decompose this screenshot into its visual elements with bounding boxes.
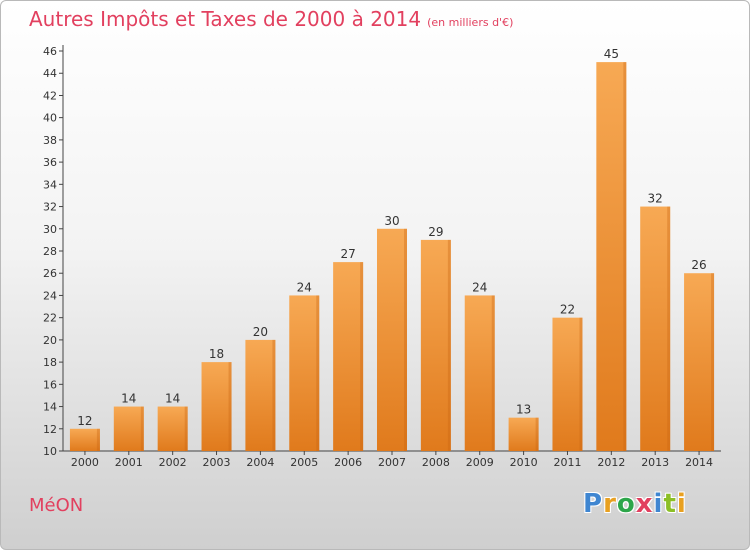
bar-shade [535, 417, 539, 451]
x-tick-label: 2007 [378, 456, 406, 469]
x-tick-label: 2009 [466, 456, 494, 469]
y-tick-label: 22 [43, 312, 57, 325]
chart-unit: (en milliers d'€) [427, 16, 514, 29]
y-tick-label: 18 [43, 356, 57, 369]
bar [377, 228, 407, 451]
y-tick-label: 12 [43, 423, 57, 436]
y-tick-label: 40 [43, 112, 57, 125]
logo-letter: i [653, 489, 664, 519]
chart-title-text: Autres Impôts et Taxes de 2000 à 2014 [29, 7, 422, 31]
y-tick-label: 42 [43, 89, 57, 102]
bar-shade [667, 206, 671, 451]
logo-letter: o [616, 489, 636, 519]
x-tick-label: 2001 [115, 456, 143, 469]
bar [684, 273, 715, 451]
bar [69, 428, 100, 451]
y-tick-label: 32 [43, 201, 57, 214]
bar-shade [491, 295, 495, 451]
bar-shade [623, 62, 627, 451]
x-tick-label: 2012 [597, 456, 625, 469]
bar-shade [579, 317, 583, 451]
data-label: 13 [516, 403, 531, 417]
y-tick-label: 10 [43, 445, 57, 458]
bar [333, 262, 364, 451]
bar-shade [316, 295, 320, 451]
x-tick-label: 2005 [290, 456, 318, 469]
x-tick-label: 2006 [334, 456, 362, 469]
data-label: 22 [560, 303, 575, 317]
x-tick-label: 2011 [553, 456, 581, 469]
logo-letter: t [663, 489, 677, 519]
y-tick-label: 20 [43, 334, 57, 347]
bar [640, 206, 671, 451]
data-label: 12 [77, 414, 92, 428]
data-label: 14 [121, 392, 136, 406]
logo-letter: P [583, 489, 604, 519]
bar-shade [140, 406, 144, 451]
logo-letter: i [676, 489, 687, 519]
data-label: 45 [604, 47, 619, 61]
y-tick-label: 44 [43, 67, 57, 80]
bar [596, 62, 627, 451]
bar [201, 362, 232, 451]
bar-shade [711, 273, 715, 451]
y-tick-label: 46 [43, 45, 57, 58]
bar-shade [447, 239, 451, 451]
bar [113, 406, 144, 451]
y-tick-label: 24 [43, 289, 57, 302]
x-tick-label: 2010 [510, 456, 538, 469]
data-label: 29 [428, 225, 443, 239]
bar-shade [228, 362, 232, 451]
y-tick-label: 34 [43, 178, 57, 191]
bar [508, 417, 539, 451]
x-tick-label: 2014 [685, 456, 713, 469]
bar [289, 295, 320, 451]
data-label: 26 [691, 258, 706, 272]
data-label: 18 [209, 347, 224, 361]
data-label: 20 [253, 325, 268, 339]
data-label: 30 [384, 214, 399, 228]
x-tick-label: 2000 [71, 456, 99, 469]
y-tick-label: 28 [43, 245, 57, 258]
x-tick-label: 2002 [159, 456, 187, 469]
chart-title: Autres Impôts et Taxes de 2000 à 2014 (en… [29, 7, 513, 31]
y-tick-label: 14 [43, 401, 57, 414]
bar-shade [360, 262, 364, 451]
proxiti-logo: Proxiti [583, 489, 687, 519]
logo-letter: x [635, 489, 654, 519]
x-tick-label: 2004 [246, 456, 274, 469]
data-label: 32 [648, 192, 663, 206]
commune-name: MéON [29, 495, 84, 516]
bar [420, 239, 451, 451]
bar [157, 406, 188, 451]
data-label: 27 [340, 247, 355, 261]
logo-letter: r [603, 489, 617, 519]
y-tick-label: 26 [43, 267, 57, 280]
data-label: 14 [165, 392, 180, 406]
y-tick-label: 16 [43, 378, 57, 391]
y-tick-label: 36 [43, 156, 57, 169]
y-tick-label: 38 [43, 134, 57, 147]
bar-shade [184, 406, 188, 451]
bar-shade [96, 428, 100, 451]
bar-shade [404, 228, 407, 451]
y-tick-label: 30 [43, 223, 57, 236]
bar [245, 339, 276, 451]
x-tick-label: 2013 [641, 456, 669, 469]
bar-shade [272, 339, 276, 451]
data-label: 24 [297, 280, 312, 294]
data-label: 24 [472, 280, 487, 294]
bar [552, 317, 583, 451]
bar [464, 295, 495, 451]
x-tick-label: 2008 [422, 456, 450, 469]
x-tick-label: 2003 [203, 456, 231, 469]
